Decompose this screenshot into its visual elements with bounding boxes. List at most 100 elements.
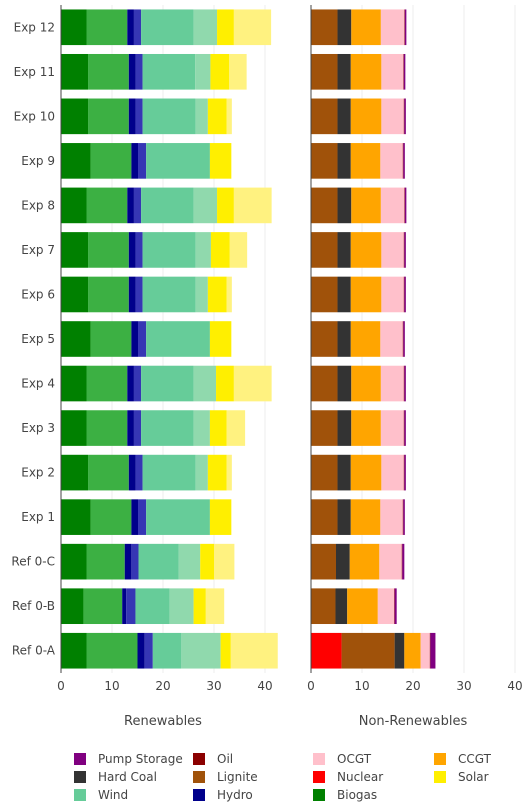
bar-non-renewables-exp-6-pump-storage-6[interactable]	[404, 276, 406, 313]
bar-renewables-exp-10-hydro-3[interactable]	[135, 98, 143, 135]
bar-non-renewables-exp-3-oil-5[interactable]	[403, 410, 405, 446]
bar-non-renewables-exp-7-lignite-1[interactable]	[311, 232, 338, 268]
bar-renewables-exp-4-wind-4[interactable]	[141, 365, 194, 402]
bar-renewables-exp-5-hydro-3[interactable]	[138, 321, 147, 357]
bar-non-renewables-exp-11-pump-storage-6[interactable]	[403, 53, 406, 90]
bar-renewables-ref-0-c-solar-6[interactable]	[200, 543, 214, 580]
bar-non-renewables-exp-7-ocgt-4[interactable]	[381, 232, 404, 268]
bar-renewables-ref-0-b-wind-4[interactable]	[135, 588, 170, 625]
bar-non-renewables-exp-1-lignite-1[interactable]	[311, 499, 338, 535]
bar-non-renewables-exp-1-oil-5[interactable]	[402, 499, 404, 535]
bar-renewables-exp-10-wind-5[interactable]	[195, 98, 208, 135]
bar-renewables-ref-0-a-biogas-0[interactable]	[61, 632, 87, 669]
bar-renewables-exp-7-wind-5[interactable]	[195, 232, 211, 268]
bar-renewables-exp-6-wind-5[interactable]	[195, 276, 208, 313]
bar-non-renewables-exp-9-ccgt-3[interactable]	[350, 143, 381, 179]
bar-non-renewables-exp-9-hard-coal-2[interactable]	[337, 143, 351, 179]
bar-non-renewables-exp-3-ccgt-3[interactable]	[351, 410, 381, 446]
bar-non-renewables-ref-0-b-pump-storage-6[interactable]	[394, 588, 397, 625]
bar-renewables-exp-12-hydro-2[interactable]	[127, 9, 134, 46]
bar-renewables-exp-6-solar-7[interactable]	[226, 276, 232, 313]
bar-renewables-ref-0-c-hydro-3[interactable]	[131, 543, 139, 580]
bar-renewables-exp-6-hydro-3[interactable]	[135, 276, 143, 313]
bar-renewables-exp-2-biogas-1[interactable]	[88, 454, 129, 491]
bar-renewables-exp-12-biogas-0[interactable]	[61, 9, 87, 46]
bar-non-renewables-exp-10-pump-storage-6[interactable]	[404, 98, 406, 135]
bar-non-renewables-ref-0-a-nuclear-0[interactable]	[311, 632, 342, 669]
bar-non-renewables-exp-1-hard-coal-2[interactable]	[337, 499, 351, 535]
bar-non-renewables-ref-0-c-hard-coal-2[interactable]	[335, 543, 350, 580]
bar-renewables-exp-6-solar-6[interactable]	[207, 276, 227, 313]
legend-item-solar[interactable]: Solar	[434, 770, 489, 784]
bar-renewables-exp-7-hydro-3[interactable]	[135, 232, 143, 268]
bar-non-renewables-ref-0-a-hard-coal-2[interactable]	[394, 632, 405, 669]
bar-renewables-ref-0-b-biogas-1[interactable]	[83, 588, 123, 625]
bar-renewables-exp-9-solar-6[interactable]	[209, 143, 232, 179]
bar-non-renewables-exp-3-ocgt-4[interactable]	[380, 410, 404, 446]
bar-renewables-exp-5-hydro-2[interactable]	[131, 321, 139, 357]
bar-renewables-exp-10-biogas-0[interactable]	[61, 98, 89, 135]
bar-renewables-ref-0-a-wind-4[interactable]	[152, 632, 182, 669]
bar-renewables-ref-0-a-hydro-2[interactable]	[137, 632, 145, 669]
bar-non-renewables-exp-2-pump-storage-6[interactable]	[404, 454, 406, 491]
legend-item-wind[interactable]: Wind	[74, 788, 128, 802]
bar-renewables-exp-6-biogas-1[interactable]	[88, 276, 129, 313]
bar-renewables-exp-7-hydro-2[interactable]	[128, 232, 136, 268]
bar-non-renewables-exp-7-oil-5[interactable]	[403, 232, 405, 268]
bar-non-renewables-ref-0-a-oil-5[interactable]	[429, 632, 431, 669]
bar-non-renewables-exp-12-pump-storage-6[interactable]	[404, 9, 407, 46]
bar-renewables-ref-0-c-biogas-0[interactable]	[61, 543, 87, 580]
bar-renewables-exp-2-wind-4[interactable]	[142, 454, 196, 491]
bar-renewables-exp-9-biogas-0[interactable]	[61, 143, 91, 179]
bar-renewables-exp-5-biogas-0[interactable]	[61, 321, 91, 357]
bar-non-renewables-exp-6-ccgt-3[interactable]	[350, 276, 382, 313]
bar-renewables-exp-8-solar-7[interactable]	[233, 187, 272, 224]
bar-renewables-exp-1-biogas-0[interactable]	[61, 499, 91, 535]
bar-renewables-ref-0-b-solar-6[interactable]	[193, 588, 206, 625]
bar-renewables-exp-6-biogas-0[interactable]	[61, 276, 89, 313]
bar-non-renewables-exp-3-lignite-1[interactable]	[311, 410, 338, 446]
bar-renewables-exp-5-solar-6[interactable]	[209, 321, 232, 357]
bar-renewables-exp-9-hydro-2[interactable]	[131, 143, 139, 179]
bar-renewables-exp-7-wind-4[interactable]	[142, 232, 196, 268]
bar-renewables-exp-8-biogas-1[interactable]	[86, 187, 128, 224]
bar-non-renewables-ref-0-a-ccgt-3[interactable]	[404, 632, 421, 669]
bar-renewables-exp-6-wind-4[interactable]	[142, 276, 196, 313]
bar-non-renewables-ref-0-a-lignite-1[interactable]	[341, 632, 395, 669]
bar-non-renewables-exp-12-ccgt-3[interactable]	[351, 9, 381, 46]
bar-non-renewables-exp-4-oil-5[interactable]	[403, 365, 405, 402]
bar-non-renewables-exp-5-ocgt-4[interactable]	[380, 321, 403, 357]
bar-renewables-exp-3-solar-7[interactable]	[226, 410, 246, 446]
bar-non-renewables-exp-4-ocgt-4[interactable]	[380, 365, 404, 402]
bar-non-renewables-exp-2-ccgt-3[interactable]	[350, 454, 382, 491]
bar-renewables-ref-0-c-biogas-1[interactable]	[86, 543, 125, 580]
bar-renewables-exp-11-biogas-1[interactable]	[88, 53, 129, 90]
bar-renewables-exp-11-hydro-3[interactable]	[135, 53, 143, 90]
bar-renewables-exp-7-solar-6[interactable]	[210, 232, 230, 268]
bar-non-renewables-exp-7-pump-storage-6[interactable]	[404, 232, 406, 268]
bar-renewables-exp-8-biogas-0[interactable]	[61, 187, 87, 224]
bar-renewables-exp-9-wind-4[interactable]	[146, 143, 210, 179]
bar-renewables-exp-4-biogas-1[interactable]	[86, 365, 128, 402]
bar-non-renewables-exp-6-lignite-1[interactable]	[311, 276, 338, 313]
legend-item-oil[interactable]: Oil	[193, 752, 233, 766]
bar-renewables-exp-10-biogas-1[interactable]	[88, 98, 129, 135]
bar-renewables-exp-5-biogas-1[interactable]	[90, 321, 132, 357]
bar-non-renewables-exp-6-ocgt-4[interactable]	[381, 276, 404, 313]
bar-renewables-exp-7-biogas-0[interactable]	[61, 232, 89, 268]
bar-renewables-exp-3-wind-4[interactable]	[141, 410, 194, 446]
bar-non-renewables-exp-10-oil-5[interactable]	[403, 98, 405, 135]
bar-renewables-exp-3-wind-5[interactable]	[193, 410, 210, 446]
bar-non-renewables-exp-3-hard-coal-2[interactable]	[337, 410, 352, 446]
bar-renewables-ref-0-c-solar-7[interactable]	[214, 543, 235, 580]
bar-renewables-exp-8-wind-4[interactable]	[141, 187, 194, 224]
bar-renewables-ref-0-c-wind-5[interactable]	[178, 543, 201, 580]
bar-non-renewables-exp-8-ocgt-4[interactable]	[380, 187, 405, 224]
bar-non-renewables-exp-2-ocgt-4[interactable]	[381, 454, 404, 491]
bar-renewables-exp-10-wind-4[interactable]	[142, 98, 196, 135]
bar-renewables-exp-2-hydro-3[interactable]	[135, 454, 143, 491]
bar-non-renewables-exp-2-oil-5[interactable]	[403, 454, 405, 491]
bar-renewables-exp-3-hydro-3[interactable]	[133, 410, 142, 446]
bar-renewables-ref-0-a-wind-5[interactable]	[181, 632, 221, 669]
bar-renewables-exp-2-solar-6[interactable]	[207, 454, 227, 491]
